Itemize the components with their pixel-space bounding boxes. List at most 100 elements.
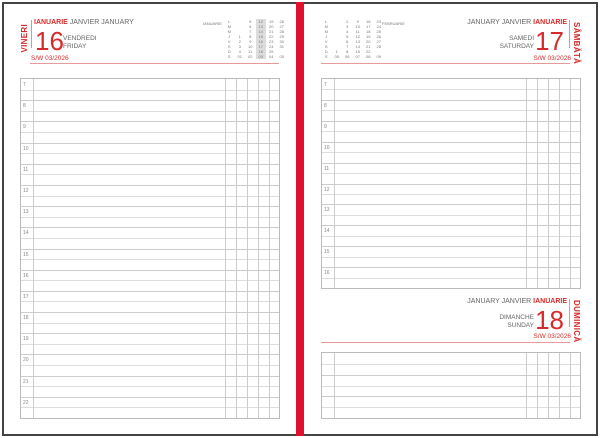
grid-line: [322, 235, 580, 237]
grid-column-line: [526, 353, 527, 418]
grid-line: [322, 363, 580, 365]
mini-calendar-cell: J: [325, 34, 328, 39]
mini-calendar-cell: 6: [346, 39, 349, 44]
grid-line: [322, 214, 580, 216]
mini-calendar-cell: 15: [255, 34, 266, 39]
mini-calendar-cell: 05: [334, 54, 339, 59]
divider: [569, 20, 570, 48]
mini-calendar-cell: 18: [366, 29, 371, 34]
hour-label: 14: [324, 228, 330, 235]
mini-calendar-cell: S: [227, 54, 231, 59]
grid-line: [21, 248, 279, 250]
mini-calendar-title: IANUARIE: [203, 21, 222, 26]
hour-grid-friday[interactable]: 7 8 9 10 11 12 13 14 15 16 17 18 19 20 21 22: [20, 78, 280, 419]
grid-line: [322, 193, 580, 195]
notes-grid-sunday[interactable]: [321, 352, 581, 419]
weekday-vertical: SÂMBĂTĂ: [572, 22, 581, 65]
mini-calendar-cell: 19: [366, 34, 371, 39]
grid-column-line: [570, 353, 571, 418]
grid-line: [322, 225, 580, 227]
hour-label: 16: [324, 270, 330, 277]
month-header: IANUARIE JANVIER JANUARY: [34, 19, 134, 26]
hour-label: 8: [23, 103, 26, 110]
hour-label: 17: [23, 293, 29, 300]
mini-calendar-cell: 24: [269, 44, 274, 49]
mini-calendar-cell: 7: [249, 29, 252, 34]
grid-line: [21, 407, 279, 409]
grid-line: [21, 375, 279, 377]
mini-calendar-cell: 26: [279, 19, 284, 24]
mini-calendar-cell: 4: [346, 29, 349, 34]
mini-calendar-cell: 11: [355, 29, 360, 34]
mini-calendar-cell: 9: [249, 39, 252, 44]
mini-calendar-cell: 24: [376, 24, 381, 29]
grid-line: [21, 322, 279, 324]
mini-calendar-cell: 07: [355, 54, 360, 59]
mini-calendar-cell: 3: [346, 24, 349, 29]
grid-column-line: [526, 79, 527, 288]
mini-calendar-cell: D: [227, 49, 231, 54]
grid-line: [21, 89, 279, 91]
grid-line: [21, 100, 279, 102]
mini-calendar-cell: 25: [269, 49, 274, 54]
hour-label: 13: [23, 209, 29, 216]
mini-calendar-cell: 3: [238, 44, 241, 49]
mini-calendar-cell: V: [227, 39, 231, 44]
hour-label: 11: [23, 166, 29, 173]
mini-calendar-cell: 7: [346, 44, 349, 49]
grid-line: [21, 206, 279, 208]
weekday-vertical: VINERI: [20, 24, 29, 53]
grid-line: [21, 386, 279, 388]
grid-column-line: [559, 79, 560, 288]
mini-calendar-cell: 25: [376, 29, 381, 34]
grid-line: [21, 163, 279, 165]
grid-column-line: [269, 79, 270, 418]
grid-line: [322, 131, 580, 133]
week-number: S/W 03/2026: [533, 55, 571, 62]
week-number: S/W 03/2026: [533, 333, 571, 340]
hour-label: 15: [324, 249, 330, 256]
grid-line: [21, 216, 279, 218]
divider: [31, 20, 32, 48]
hour-label: 21: [23, 378, 29, 385]
grid-line: [21, 131, 279, 133]
mini-calendar-cell: 27: [279, 24, 284, 29]
mini-calendar-cell: 31: [279, 44, 284, 49]
mini-calendar-cell: 17: [255, 44, 266, 49]
hour-label: 16: [23, 272, 29, 279]
grid-line: [322, 183, 580, 185]
mini-calendar-cell: 1: [335, 49, 338, 54]
grid-line: [21, 110, 279, 112]
mini-calendar-cell: 08: [366, 54, 371, 59]
grid-column-line: [236, 79, 237, 418]
grid-column-line: [258, 79, 259, 418]
mini-calendar-cell: 8: [249, 34, 252, 39]
mini-calendar-cell: 21: [269, 29, 274, 34]
day-number: 16: [35, 26, 64, 56]
mini-calendar-cell: M: [324, 24, 328, 29]
grid-line: [322, 173, 580, 175]
grid-column-line: [247, 79, 248, 418]
grid-line: [21, 184, 279, 186]
grid-line: [322, 385, 580, 387]
hour-label: 15: [23, 251, 29, 258]
grid-line: [322, 407, 580, 409]
mini-calendar-cell: L: [228, 19, 231, 24]
header-rule: [321, 63, 570, 64]
mini-calendar-cell: 16: [366, 19, 371, 24]
mini-calendar-cell: 22: [269, 34, 274, 39]
weekday-vertical: DUMINICĂ: [572, 300, 581, 343]
month-header: JANUARY JANVIER IANUARIE: [467, 298, 567, 305]
grid-line: [21, 153, 279, 155]
mini-calendar-cell: 23: [376, 19, 381, 24]
grid-column-line: [570, 79, 571, 288]
mini-calendar-cell: 06: [345, 54, 350, 59]
mini-calendar-cell: 01: [237, 54, 242, 59]
hour-grid-saturday[interactable]: 7 8 9 10 11 12 13 14 15 16: [321, 78, 581, 289]
mini-calendar-cell: 20: [269, 24, 274, 29]
mini-calendar-cell: 10: [248, 44, 253, 49]
mini-calendar-cell: 20: [366, 39, 371, 44]
hour-label: 19: [23, 336, 29, 343]
mini-calendar-cell: 14: [355, 44, 360, 49]
hour-label: 18: [23, 315, 29, 322]
